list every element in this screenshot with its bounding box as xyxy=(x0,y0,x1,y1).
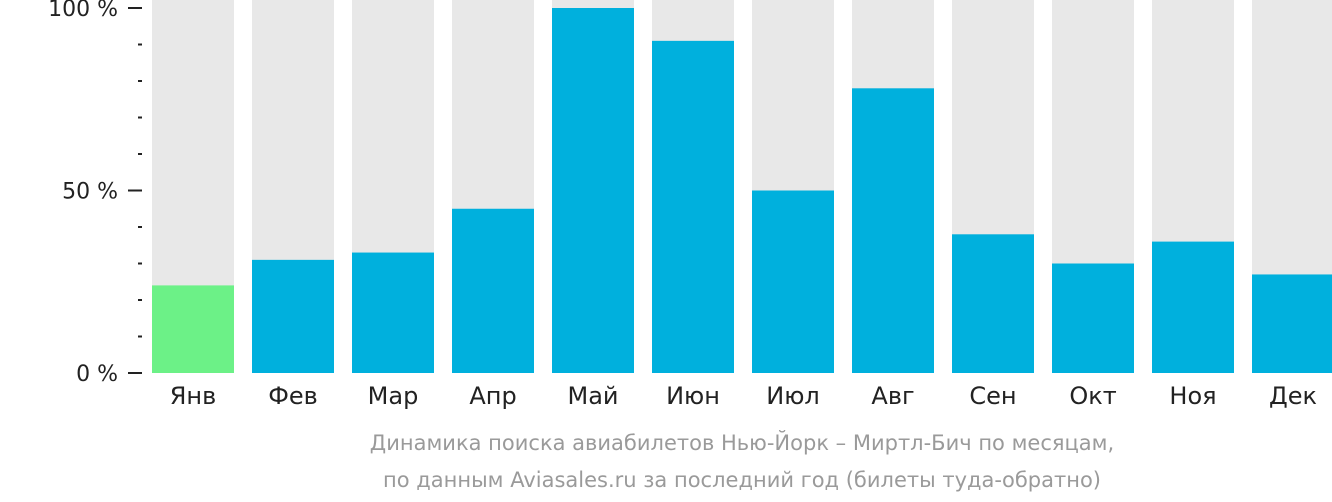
bar-4[interactable] xyxy=(452,208,534,373)
bar-6[interactable] xyxy=(652,40,734,373)
x-tick-label: Ноя xyxy=(1169,382,1216,410)
x-tick-label: Апр xyxy=(469,382,516,410)
x-tick-label: Сен xyxy=(969,382,1016,410)
x-tick-label: Май xyxy=(567,382,618,410)
y-axis: 0 % 50 % 100 % xyxy=(48,0,142,387)
caption-line-1: Динамика поиска авиабилетов Нью-Йорк – М… xyxy=(370,430,1114,455)
chart-caption: Динамика поиска авиабилетов Нью-Йорк – М… xyxy=(370,430,1114,492)
x-axis-labels: Янв Фев Мар Апр Май Июн Июл Авг Сен Окт Ноя Дек xyxy=(170,382,1317,410)
x-tick-label: Фев xyxy=(268,382,318,410)
bar-10[interactable] xyxy=(1052,263,1134,374)
x-tick-label: Авг xyxy=(871,382,914,410)
y-tick-label: 100 % xyxy=(48,0,118,22)
caption-line-2: по данным Aviasales.ru за последний год … xyxy=(383,468,1101,492)
bars xyxy=(152,8,1332,374)
y-tick-label: 50 % xyxy=(62,180,118,205)
bar-11[interactable] xyxy=(1152,241,1234,373)
x-tick-label: Июн xyxy=(666,382,720,410)
bar-8[interactable] xyxy=(852,88,934,374)
bar-12[interactable] xyxy=(1252,274,1332,373)
x-tick-label: Дек xyxy=(1269,382,1317,410)
x-tick-label: Июл xyxy=(766,382,820,410)
x-tick-label: Окт xyxy=(1069,382,1116,410)
bar-5[interactable] xyxy=(552,8,634,373)
y-tick-label: 0 % xyxy=(76,362,118,387)
x-tick-label: Янв xyxy=(170,382,217,410)
bar-7[interactable] xyxy=(752,190,834,374)
bar-9[interactable] xyxy=(952,234,1034,373)
bar-1[interactable] xyxy=(152,285,234,373)
x-tick-label: Мар xyxy=(368,382,419,410)
bar-3[interactable] xyxy=(352,252,434,373)
bar-2[interactable] xyxy=(252,259,334,373)
